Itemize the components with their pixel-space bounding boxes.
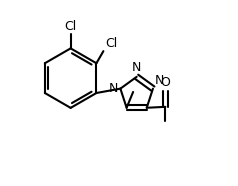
Text: Cl: Cl	[105, 37, 117, 50]
Text: N: N	[132, 61, 141, 74]
Text: N: N	[155, 74, 164, 87]
Text: N: N	[109, 82, 118, 95]
Text: Cl: Cl	[64, 20, 77, 33]
Text: O: O	[160, 76, 170, 89]
